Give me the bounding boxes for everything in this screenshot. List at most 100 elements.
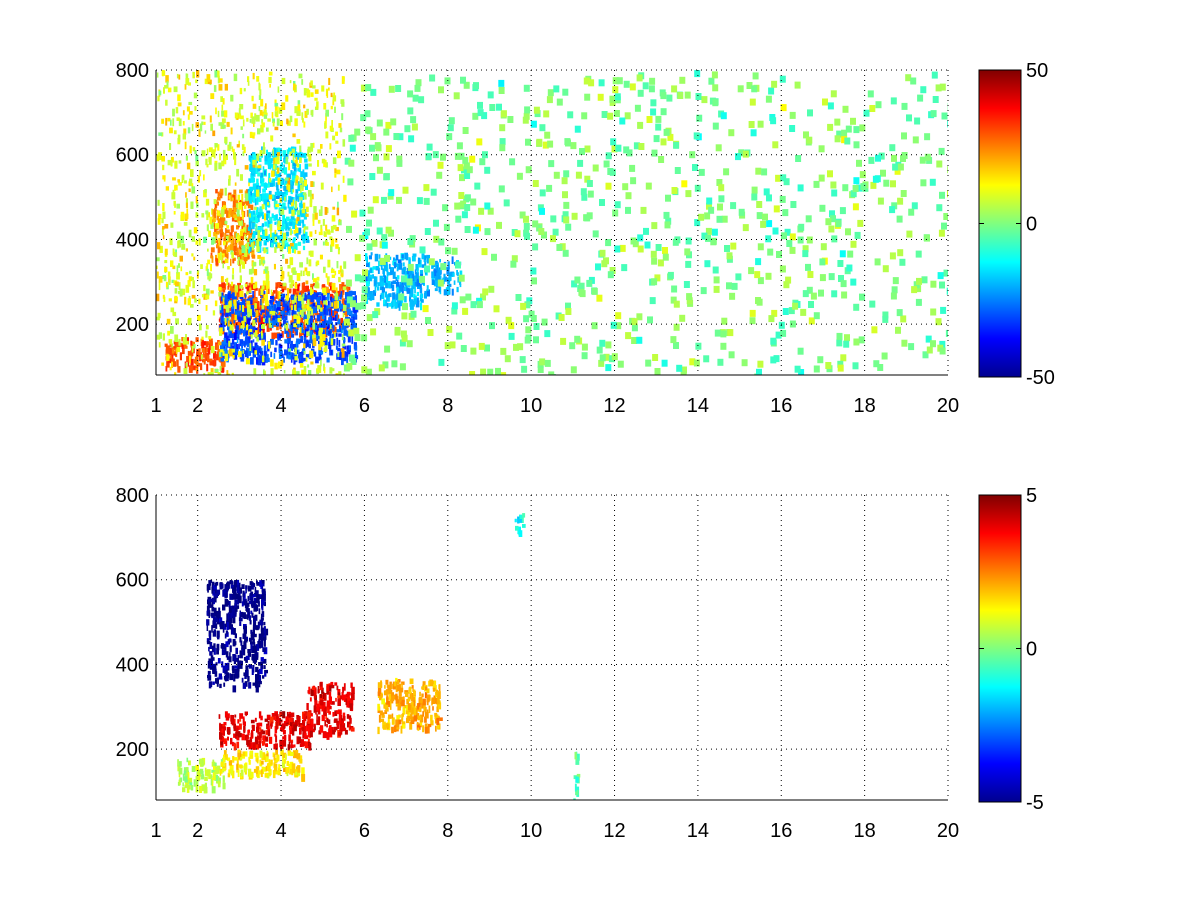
heatmap-cell xyxy=(262,188,266,193)
heatmap-cell xyxy=(174,184,178,191)
heatmap-cell xyxy=(915,298,922,306)
heatmap-cell xyxy=(730,202,737,210)
heatmap-cell xyxy=(223,237,226,243)
heatmap-cell xyxy=(258,711,262,719)
heatmap-cell xyxy=(222,351,225,356)
heatmap-cell xyxy=(179,255,183,262)
heatmap-cell xyxy=(314,704,317,709)
heatmap-cell xyxy=(303,343,306,349)
heatmap-cell xyxy=(771,309,778,317)
heatmap-cell xyxy=(274,296,276,301)
heatmap-cell xyxy=(322,731,327,739)
heatmap-cell xyxy=(314,700,318,706)
heatmap-cell xyxy=(500,110,507,118)
heatmap-cell xyxy=(237,719,240,724)
heatmap-cell xyxy=(237,655,240,658)
heatmap-cell xyxy=(882,315,889,323)
heatmap-cell xyxy=(184,345,188,349)
heatmap-cell xyxy=(253,583,256,588)
heatmap-cell xyxy=(261,316,265,325)
heatmap-cell xyxy=(539,207,545,215)
heatmap-cell xyxy=(216,231,220,235)
heatmap-cell xyxy=(570,366,577,374)
heatmap-cell xyxy=(660,92,667,100)
heatmap-cell xyxy=(258,594,263,598)
heatmap-cell xyxy=(266,324,270,332)
heatmap-cell xyxy=(283,735,287,741)
heatmap-cell xyxy=(292,162,297,167)
heatmap-cell xyxy=(303,152,307,159)
heatmap-cell xyxy=(522,116,529,124)
heatmap-cell xyxy=(312,273,314,280)
heatmap-cell xyxy=(941,112,948,120)
heatmap-cell xyxy=(320,228,323,233)
heatmap-cell xyxy=(844,137,851,145)
heatmap-cell xyxy=(651,257,658,265)
heatmap-cell xyxy=(199,170,202,177)
heatmap-cell xyxy=(234,199,239,204)
heatmap-cell xyxy=(806,286,813,294)
heatmap-cell xyxy=(308,317,311,325)
heatmap-cell xyxy=(296,284,300,292)
heatmap-cell xyxy=(262,658,267,664)
heatmap-cell xyxy=(651,149,658,157)
heatmap-cell xyxy=(289,80,292,84)
heatmap-cell xyxy=(272,320,277,326)
heatmap-cell xyxy=(304,193,307,200)
heatmap-cell xyxy=(309,200,313,208)
heatmap-cell xyxy=(237,300,240,304)
heatmap-cell xyxy=(276,118,280,126)
heatmap-cell xyxy=(350,325,354,330)
heatmap-cell xyxy=(910,77,917,85)
heatmap-cell xyxy=(630,237,637,245)
heatmap-cell xyxy=(447,124,454,132)
heatmap-cell xyxy=(396,155,403,163)
heatmap-cell xyxy=(269,736,273,744)
heatmap-cell xyxy=(340,322,344,331)
heatmap-cell xyxy=(307,299,310,306)
heatmap-cell xyxy=(354,345,358,351)
heatmap-cell xyxy=(247,80,250,86)
heatmap-cell xyxy=(372,274,374,279)
heatmap-cell xyxy=(209,659,213,668)
heatmap-cell xyxy=(263,247,266,251)
heatmap-cell xyxy=(248,182,250,187)
heatmap-cell xyxy=(216,344,219,351)
heatmap-cell xyxy=(297,152,300,157)
heatmap-cell xyxy=(917,94,924,102)
heatmap-cell xyxy=(272,148,274,156)
heatmap-cell xyxy=(827,102,834,110)
heatmap-cell xyxy=(275,282,279,289)
heatmap-cell xyxy=(334,106,336,113)
heatmap-cell xyxy=(305,239,310,243)
heatmap-cell xyxy=(219,78,223,83)
heatmap-cell xyxy=(280,266,283,271)
heatmap-cell xyxy=(251,222,255,230)
heatmap-cell xyxy=(249,119,252,123)
heatmap-cell xyxy=(231,665,235,671)
heatmap-cell xyxy=(451,302,458,310)
heatmap-cell xyxy=(689,358,696,366)
heatmap-cell xyxy=(207,341,212,345)
heatmap-cell xyxy=(397,259,402,263)
heatmap-cell xyxy=(217,211,220,216)
heatmap-cell xyxy=(261,215,265,220)
heatmap-cell xyxy=(249,742,253,750)
heatmap-cell xyxy=(349,144,356,152)
heatmap-cell xyxy=(388,189,395,197)
heatmap-cell xyxy=(287,184,291,192)
heatmap-cell xyxy=(224,310,226,316)
heatmap-cell xyxy=(481,248,488,256)
x-tick-label: 14 xyxy=(687,395,709,417)
heatmap-cell xyxy=(316,292,321,296)
heatmap-cell xyxy=(232,267,234,274)
heatmap-cell xyxy=(286,222,289,229)
heatmap-cell xyxy=(249,131,253,138)
heatmap-cell xyxy=(229,593,234,600)
heatmap-cell xyxy=(237,260,240,265)
heatmap-cell xyxy=(288,227,291,231)
heatmap-cell xyxy=(459,283,462,288)
heatmap-cell xyxy=(562,88,569,96)
heatmap-cell xyxy=(230,627,234,635)
heatmap-cell xyxy=(254,350,257,355)
